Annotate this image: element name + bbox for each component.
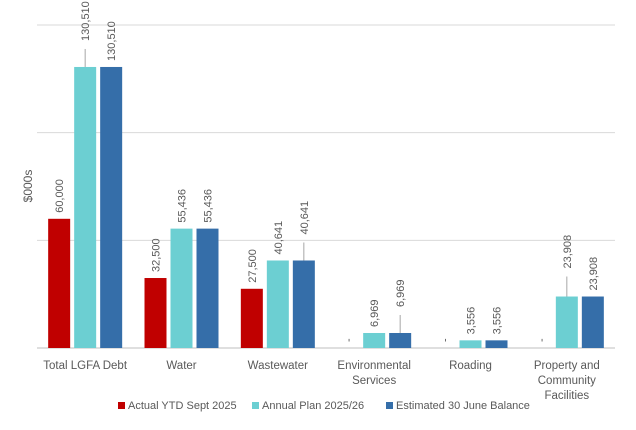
category-label: Environmental: [337, 360, 411, 372]
data-label: 3,556: [466, 307, 478, 335]
data-label: 32,500: [151, 238, 163, 272]
category-label: Roading: [449, 360, 492, 372]
data-label: 60,000: [54, 179, 66, 213]
bar: [100, 66, 123, 348]
data-label: -: [536, 338, 548, 342]
bar: [363, 332, 386, 348]
data-label: 55,436: [203, 189, 215, 223]
bar: [459, 340, 482, 348]
category-label: Wastewater: [248, 360, 308, 372]
bar: [144, 278, 167, 348]
bar: [170, 228, 193, 348]
legend-label: Annual Plan 2025/26: [262, 400, 364, 412]
legend-label: Estimated 30 June Balance: [396, 400, 530, 412]
bar: [266, 260, 289, 348]
bar: [74, 66, 97, 348]
data-label: 40,641: [273, 221, 285, 255]
bars: [48, 66, 604, 348]
data-label: 6,969: [369, 299, 381, 327]
legend-swatch: [386, 402, 393, 409]
data-label: 23,908: [588, 257, 600, 291]
bar: [485, 340, 508, 348]
data-label: 130,510: [80, 1, 92, 41]
y-axis-label: $000s: [21, 170, 35, 203]
bar: [196, 228, 219, 348]
bar: [581, 296, 604, 348]
bar: [240, 288, 263, 348]
bar: [292, 260, 315, 348]
legend: Actual YTD Sept 2025 Annual Plan 2025/26 E…: [118, 400, 530, 412]
legend-swatch: [252, 402, 259, 409]
category-label: Water: [166, 360, 196, 372]
data-label: 3,556: [492, 307, 504, 335]
data-label: 27,500: [247, 249, 259, 283]
bar: [48, 218, 71, 348]
category-label: Property and: [534, 360, 600, 372]
gridlines: [37, 24, 615, 349]
category-labels: Total LGFA Debt Water Wastewater Environmen…: [43, 360, 599, 402]
data-label: 130,510: [106, 21, 118, 61]
category-label: Services: [352, 375, 396, 387]
data-label: 55,436: [177, 189, 189, 223]
bar: [555, 296, 578, 348]
data-label: -: [440, 338, 452, 342]
legend-label: Actual YTD Sept 2025: [128, 400, 237, 412]
data-label: 6,969: [395, 279, 407, 307]
data-label: 40,641: [299, 201, 311, 235]
category-label: Total LGFA Debt: [43, 360, 128, 372]
data-labels: 60,000 130,510 130,510 32,500 55,436 55,436 27…: [54, 1, 600, 342]
category-label: Community: [538, 375, 596, 387]
data-label: -: [343, 338, 355, 342]
bar: [389, 332, 412, 348]
category-label: Facilities: [544, 390, 589, 402]
legend-swatch: [118, 402, 125, 409]
data-label: 23,908: [562, 235, 574, 269]
